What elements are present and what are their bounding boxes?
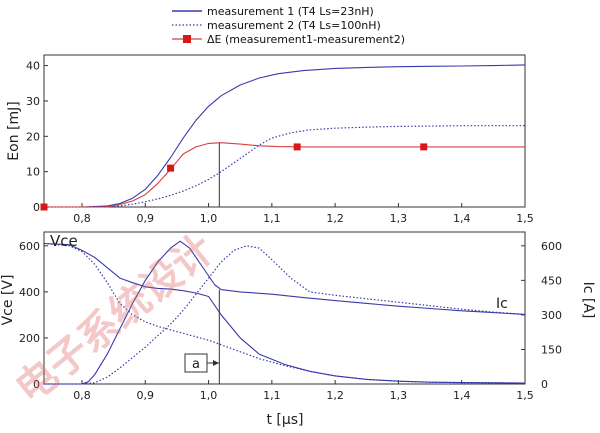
ic-annotation: Ic — [496, 296, 508, 312]
ytick-right-label: 0 — [541, 378, 548, 391]
ytick-right-label: 450 — [541, 274, 562, 287]
annotation-a-label: a — [192, 357, 200, 372]
legend-label-1: measurement 1 (T4 Ls=23nH) — [207, 5, 374, 18]
vce-ic-panel: Vce [V] Ic [A] t [µs] 0 200 400 600 0 150 300… — [0, 231, 596, 428]
series-line-1 — [43, 242, 526, 384]
watermark: 电子系统设计 — [7, 226, 222, 413]
ytick-label: 0 — [33, 201, 40, 214]
eon-xticks: 0,8 0,9 1,0 1,1 1,2 1,3 1,4 1,5 — [73, 203, 534, 225]
vce-plot-frame — [43, 231, 526, 385]
legend: measurement 1 (T4 Ls=23nH) measurement 2… — [172, 5, 405, 46]
xtick-label: 1,5 — [516, 212, 534, 225]
ytick-label: 30 — [26, 95, 40, 108]
series-line-2 — [44, 142, 525, 208]
ic-yticks: 0 150 300 450 600 — [521, 240, 562, 391]
xtick-label: 0,9 — [137, 389, 155, 402]
legend-marker-3 — [183, 35, 191, 43]
xtick-label: 1,3 — [390, 212, 408, 225]
series-line-0 — [44, 64, 526, 208]
xtick-label: 0,8 — [73, 389, 91, 402]
eon-plot-frame — [43, 54, 526, 208]
xtick-label: 1,2 — [326, 389, 344, 402]
ytick-label: 400 — [19, 286, 40, 299]
delta-e-marker — [293, 143, 301, 151]
vce-ic-series — [43, 240, 526, 385]
ytick-label: 10 — [26, 166, 40, 179]
ytick-right-label: 150 — [541, 343, 562, 356]
eon-yticks: 0 10 20 30 40 — [26, 60, 48, 214]
xtick-label: 1,4 — [453, 212, 471, 225]
delta-e-marker — [167, 164, 175, 172]
legend-label-3: ΔE (measurement1-measurement2) — [207, 33, 405, 46]
xtick-label: 1,3 — [390, 389, 408, 402]
ic-ylabel: Ic [A] — [580, 282, 596, 319]
xtick-label: 1,0 — [200, 212, 218, 225]
xtick-label: 1,0 — [200, 389, 218, 402]
series-line-3 — [44, 245, 526, 385]
ytick-label: 600 — [19, 240, 40, 253]
time-xticks: 0,8 0,9 1,0 1,1 1,2 1,3 1,4 1,5 — [73, 380, 534, 402]
vce-ylabel: Vce [V] — [0, 275, 16, 326]
eon-panel: Eon [mJ] 0 10 20 30 40 0,8 0,9 1,0 1,1 1,2 1,3 1,4… — [6, 54, 534, 225]
xtick-label: 1,1 — [263, 389, 281, 402]
xtick-label: 1,5 — [516, 389, 534, 402]
xtick-label: 1,1 — [263, 212, 281, 225]
xtick-label: 0,9 — [137, 212, 155, 225]
series-line-1 — [44, 125, 525, 208]
ytick-label: 40 — [26, 60, 40, 73]
legend-label-2: measurement 2 (T4 Ls=100nH) — [207, 19, 381, 32]
eon-series — [40, 64, 526, 211]
xtick-label: 1,4 — [453, 389, 471, 402]
ytick-label: 200 — [19, 332, 40, 345]
ytick-right-label: 300 — [541, 309, 562, 322]
annotation-a-arrowhead — [213, 360, 219, 366]
annotation-a: a — [184, 353, 220, 373]
vce-annotation: Vce — [50, 232, 78, 250]
series-line-2 — [44, 240, 526, 385]
x-axis-label: t [µs] — [266, 412, 303, 428]
xtick-label: 1,2 — [326, 212, 344, 225]
vce-yticks: 0 200 400 600 — [19, 240, 48, 391]
delta-e-marker — [40, 203, 48, 211]
delta-e-marker — [420, 143, 428, 151]
ytick-label: 0 — [33, 378, 40, 391]
xtick-label: 0,8 — [73, 212, 91, 225]
ytick-label: 20 — [26, 130, 40, 143]
eon-ylabel: Eon [mJ] — [6, 101, 22, 160]
ytick-right-label: 600 — [541, 240, 562, 253]
